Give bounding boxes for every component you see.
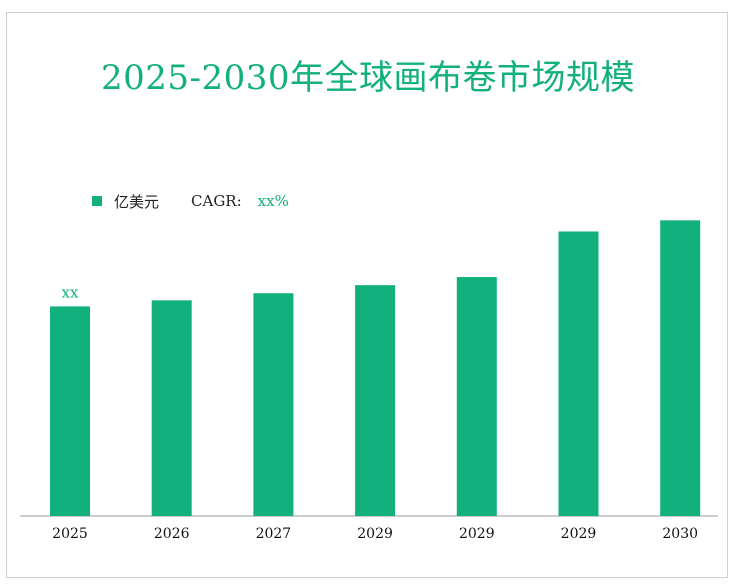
x-tick-label-1: 2026: [154, 526, 190, 542]
bar-0: [50, 306, 90, 516]
chart-title: 2025-2030年全球画布卷市场规模: [100, 58, 636, 98]
bar-4: [456, 277, 497, 516]
x-tick-label-2: 2027: [256, 526, 292, 542]
bar-2: [253, 293, 294, 516]
legend: 亿美元 CAGR: xx%: [92, 190, 289, 212]
bar-6: [660, 220, 701, 516]
legend-swatch: [92, 196, 102, 206]
bar-5: [558, 231, 599, 517]
data-label-0: xx: [62, 283, 79, 301]
cagr-value: xx%: [257, 192, 289, 210]
bar-3: [355, 285, 396, 516]
x-tick-label-3: 2029: [357, 526, 393, 542]
bar-1: [151, 300, 192, 516]
x-tick-label-6: 2030: [662, 526, 698, 542]
legend-series-name: 亿美元: [114, 192, 160, 211]
x-tick-label-0: 2025: [52, 526, 88, 542]
x-tick-label-4: 2029: [459, 526, 495, 542]
cagr-label: CAGR:: [191, 192, 242, 210]
x-tick-label-5: 2029: [561, 526, 597, 542]
